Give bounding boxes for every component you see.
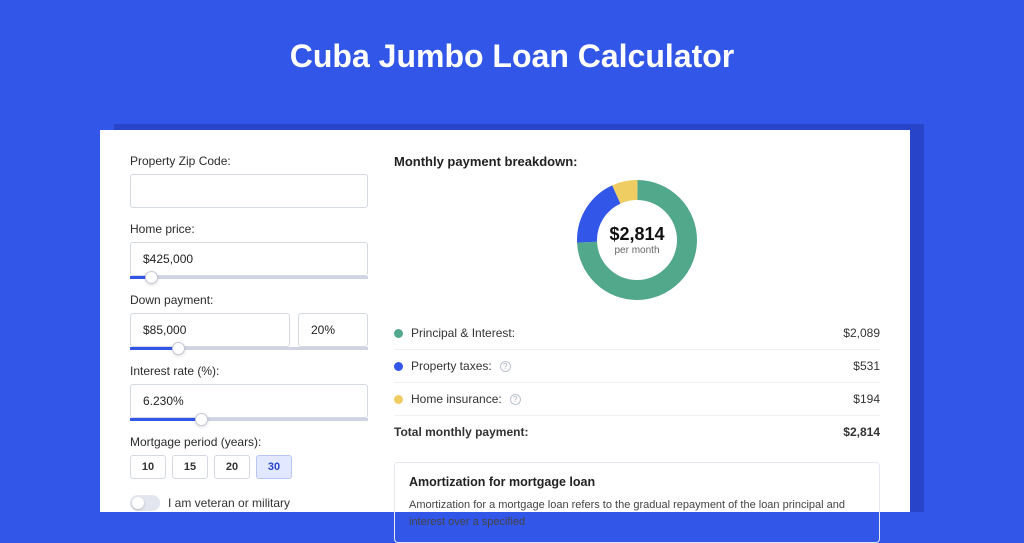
mortgage-period-field: Mortgage period (years): 10152030 bbox=[130, 435, 368, 479]
legend-value: $531 bbox=[853, 359, 880, 373]
home-price-slider[interactable] bbox=[130, 276, 368, 279]
legend-row-ins: Home insurance:? $194 bbox=[394, 383, 880, 416]
donut-center: $2,814 per month bbox=[609, 224, 664, 256]
slider-thumb[interactable] bbox=[172, 342, 185, 355]
donut-total: $2,814 bbox=[609, 224, 664, 245]
slider-thumb[interactable] bbox=[195, 413, 208, 426]
down-payment-input[interactable] bbox=[130, 313, 290, 347]
zip-label: Property Zip Code: bbox=[130, 154, 368, 168]
info-icon[interactable]: ? bbox=[500, 361, 511, 372]
amortization-title: Amortization for mortgage loan bbox=[409, 475, 865, 489]
calculator-card: Property Zip Code: Home price: Down paym… bbox=[100, 130, 910, 512]
legend-total-row: Total monthly payment: $2,814 bbox=[394, 416, 880, 448]
amortization-box: Amortization for mortgage loan Amortizat… bbox=[394, 462, 880, 543]
legend-value: $2,089 bbox=[843, 326, 880, 340]
veteran-label: I am veteran or military bbox=[168, 496, 290, 510]
total-label: Total monthly payment: bbox=[394, 425, 528, 439]
legend-value: $194 bbox=[853, 392, 880, 406]
legend-dot bbox=[394, 362, 403, 371]
down-payment-field: Down payment: bbox=[130, 293, 368, 350]
form-column: Property Zip Code: Home price: Down paym… bbox=[130, 154, 368, 488]
veteran-toggle[interactable] bbox=[130, 495, 160, 511]
home-price-input[interactable] bbox=[130, 242, 368, 276]
legend-label: Property taxes: bbox=[411, 359, 492, 373]
down-payment-pct-input[interactable] bbox=[298, 313, 368, 347]
mortgage-period-label: Mortgage period (years): bbox=[130, 435, 368, 449]
legend-dot bbox=[394, 329, 403, 338]
slider-thumb[interactable] bbox=[145, 271, 158, 284]
zip-field: Property Zip Code: bbox=[130, 154, 368, 208]
down-payment-slider[interactable] bbox=[130, 347, 368, 350]
legend-row-tax: Property taxes:? $531 bbox=[394, 350, 880, 383]
home-price-label: Home price: bbox=[130, 222, 368, 236]
breakdown-column: Monthly payment breakdown: $2,814 per mo… bbox=[394, 154, 880, 488]
donut-chart: $2,814 per month bbox=[574, 177, 700, 303]
donut-subtitle: per month bbox=[609, 245, 664, 256]
legend-dot bbox=[394, 395, 403, 404]
interest-rate-slider[interactable] bbox=[130, 418, 368, 421]
period-option-20[interactable]: 20 bbox=[214, 455, 250, 479]
legend-label: Principal & Interest: bbox=[411, 326, 515, 340]
amortization-text: Amortization for a mortgage loan refers … bbox=[409, 497, 865, 530]
donut-chart-wrap: $2,814 per month bbox=[394, 177, 880, 303]
interest-rate-input[interactable] bbox=[130, 384, 368, 418]
page-title: Cuba Jumbo Loan Calculator bbox=[0, 0, 1024, 103]
interest-rate-field: Interest rate (%): bbox=[130, 364, 368, 421]
info-icon[interactable]: ? bbox=[510, 394, 521, 405]
period-option-30[interactable]: 30 bbox=[256, 455, 292, 479]
period-option-10[interactable]: 10 bbox=[130, 455, 166, 479]
legend-label: Home insurance: bbox=[411, 392, 502, 406]
interest-rate-label: Interest rate (%): bbox=[130, 364, 368, 378]
period-option-15[interactable]: 15 bbox=[172, 455, 208, 479]
home-price-field: Home price: bbox=[130, 222, 368, 279]
down-payment-label: Down payment: bbox=[130, 293, 368, 307]
veteran-toggle-row: I am veteran or military bbox=[130, 495, 368, 511]
breakdown-title: Monthly payment breakdown: bbox=[394, 154, 880, 169]
total-value: $2,814 bbox=[843, 425, 880, 439]
zip-input[interactable] bbox=[130, 174, 368, 208]
legend-row-pi: Principal & Interest: $2,089 bbox=[394, 317, 880, 350]
